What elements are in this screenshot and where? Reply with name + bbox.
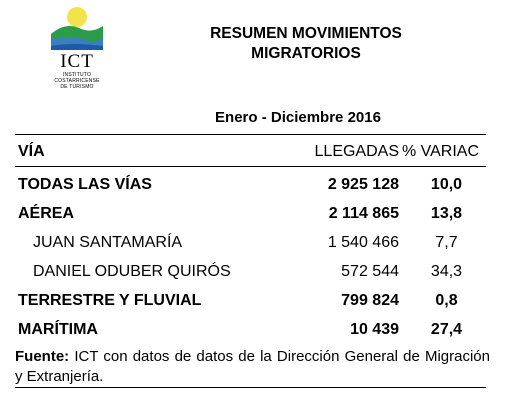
ict-emblem-icon xyxy=(51,7,103,50)
logo-line-3: DE TURISMO xyxy=(60,84,94,90)
row-via: JUAN SANTAMARÍA xyxy=(33,233,183,251)
row-llegadas: 2 114 865 xyxy=(328,204,399,222)
bottom-rule xyxy=(15,387,486,388)
table-row: DANIEL ODUBER QUIRÓS 572 544 34,3 xyxy=(15,257,486,286)
row-llegadas: 572 544 xyxy=(341,262,399,280)
row-via: TODAS LAS VÍAS xyxy=(18,175,152,193)
logo-line-1: INSTITUTO xyxy=(62,72,92,78)
header-variacion: % VARIAC xyxy=(399,138,486,167)
row-variacion: 0,8 xyxy=(435,291,458,309)
table-row: TODAS LAS VÍAS 2 925 128 10,0 xyxy=(15,167,486,200)
title-line-1: RESUMEN MOVIMIENTOS xyxy=(210,25,402,42)
row-via: TERRESTRE Y FLUVIAL xyxy=(18,291,202,309)
table-header-row: VÍA LLEGADAS % VARIAC xyxy=(15,138,486,167)
header-llegadas: LLEGADAS xyxy=(284,138,399,167)
row-variacion: 34,3 xyxy=(430,262,463,280)
row-variacion: 27,4 xyxy=(430,320,463,338)
period-label: Enero - Diciembre 2016 xyxy=(215,109,381,126)
source-note: Fuente: ICT con datos de datos de la Dir… xyxy=(15,347,490,387)
row-variacion: 7,7 xyxy=(435,233,458,251)
title-line-2: MIGRATORIOS xyxy=(251,45,361,62)
row-llegadas: 10 439 xyxy=(350,320,399,338)
document-title: RESUMEN MOVIMIENTOS MIGRATORIOS xyxy=(168,24,444,64)
logo-brand: ICT xyxy=(60,51,94,72)
row-via: AÉREA xyxy=(18,204,75,222)
row-llegadas: 1 540 466 xyxy=(327,233,399,251)
header-via: VÍA xyxy=(15,138,284,167)
row-via: DANIEL ODUBER QUIRÓS xyxy=(33,262,231,280)
migration-table: VÍA LLEGADAS % VARIAC TODAS LAS VÍAS 2 9… xyxy=(15,138,486,344)
source-label: Fuente: xyxy=(15,348,70,365)
table-row: AÉREA 2 114 865 13,8 xyxy=(15,199,486,228)
sun-icon xyxy=(67,7,87,27)
row-variacion: 13,8 xyxy=(430,204,463,222)
source-text: ICT con datos de datos de la Dirección G… xyxy=(15,348,490,385)
ict-logo: ICT INSTITUTO COSTARRICENSE DE TURISMO xyxy=(45,4,109,99)
top-rule xyxy=(15,134,486,135)
row-variacion: 10,0 xyxy=(430,175,463,193)
table-row: JUAN SANTAMARÍA 1 540 466 7,7 xyxy=(15,228,486,257)
row-via: MARÍTIMA xyxy=(18,320,98,338)
logo-line-2: COSTARRICENSE xyxy=(54,78,100,84)
table-row: MARÍTIMA 10 439 27,4 xyxy=(15,315,486,344)
row-llegadas: 799 824 xyxy=(341,291,399,309)
row-llegadas: 2 925 128 xyxy=(327,175,399,193)
table-row: TERRESTRE Y FLUVIAL 799 824 0,8 xyxy=(15,286,486,315)
